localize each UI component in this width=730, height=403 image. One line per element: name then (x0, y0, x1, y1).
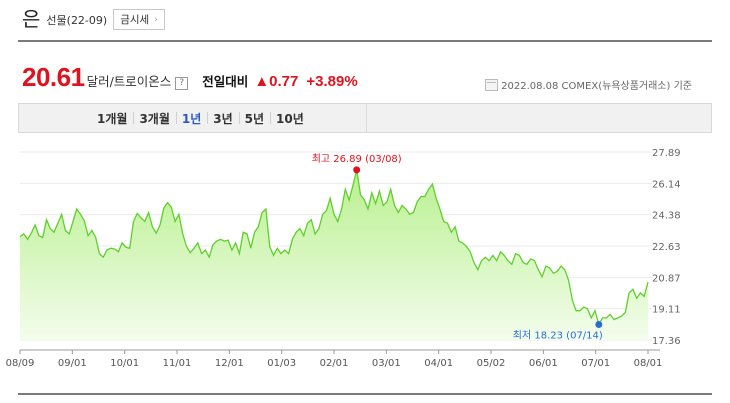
x-tick-label: 11/01 (163, 358, 192, 369)
chart-markers: 최고 26.89 (03/08) 최저 18.23 (07/14) (312, 153, 603, 342)
y-axis: 27.89 26.14 24.38 22.63 20.87 19.11 17.36 (652, 148, 681, 347)
price-line (19, 169, 649, 327)
y-tick-label: 20.87 (652, 273, 681, 284)
period-tabs: 1개월 3개월 1년 3년 5년 10년 (18, 103, 712, 133)
help-icon[interactable]: ? (175, 77, 189, 90)
bottom-divider (18, 393, 712, 395)
tab-1-month[interactable]: 1개월 (97, 111, 128, 126)
page-title: 은 (22, 7, 41, 31)
date-info: 2022.08.08 COMEX(뉴욕상품거래소) 기준 (485, 77, 692, 92)
x-axis: 08/09 09/01 10/01 11/01 12/01 01/03 02/01 03/01… (6, 349, 663, 369)
y-tick-label: 27.89 (652, 148, 681, 159)
price-change-percent: +3.89% (306, 73, 358, 90)
tab-10-years[interactable]: 10년 (270, 110, 310, 127)
x-tick-label: 05/02 (477, 358, 506, 369)
x-tick-label: 07/01 (581, 358, 610, 369)
price-area (20, 169, 648, 340)
high-label: 최고 26.89 (03/08) (312, 153, 402, 165)
y-tick-label: 17.36 (652, 336, 681, 347)
x-tick-label: 08/01 (634, 358, 663, 369)
tab-3-months[interactable]: 3개월 (133, 110, 175, 127)
tabs-divider (366, 104, 367, 132)
y-tick-label: 19.11 (652, 305, 681, 316)
futures-label: 선물(22-09) (46, 14, 108, 27)
date-info-text: 2022.08.08 COMEX(뉴욕상품거래소) 기준 (501, 81, 692, 92)
price-chart: 27.89 26.14 24.38 22.63 20.87 19.11 17.36 08/0… (6, 148, 681, 369)
x-tick-label: 08/09 (6, 358, 35, 369)
x-tick-label: 01/03 (267, 358, 296, 369)
gold-price-button-label: 금시세 (120, 14, 150, 26)
period-tabs-list: 1개월 3개월 1년 3년 5년 10년 (91, 104, 310, 132)
x-tick-label: 06/01 (529, 358, 558, 369)
title-row: 은 선물(22-09) 금시세 › (22, 8, 165, 30)
tab-5-years[interactable]: 5년 (238, 110, 270, 127)
high-marker (353, 166, 361, 174)
x-tick-label: 02/01 (320, 358, 349, 369)
price-change: ▲0.77 (254, 73, 299, 90)
compare-label: 전일대비 (202, 74, 249, 89)
calendar-icon (485, 78, 499, 91)
chevron-right-icon: › (154, 14, 158, 25)
x-tick-label: 12/01 (215, 358, 244, 369)
price-row: 20.61 달러/트로이온스 ? 전일대비 ▲0.77 +3.89% (22, 62, 358, 93)
gold-price-button[interactable]: 금시세 › (113, 9, 165, 30)
tab-1-year[interactable]: 1년 (175, 110, 207, 127)
tab-3-years[interactable]: 3년 (207, 110, 238, 127)
x-tick-label: 10/01 (110, 358, 139, 369)
x-tick-label: 03/01 (372, 358, 401, 369)
x-tick-label: 04/01 (424, 358, 453, 369)
y-tick-label: 24.38 (652, 211, 681, 222)
top-divider (18, 40, 712, 42)
x-tick-label: 09/01 (58, 358, 87, 369)
current-price: 20.61 (22, 62, 85, 92)
y-tick-label: 22.63 (652, 242, 681, 253)
y-tick-label: 26.14 (652, 179, 681, 190)
low-label: 최저 18.23 (07/14) (513, 329, 603, 341)
price-unit: 달러/트로이온스 (86, 74, 172, 89)
low-marker (595, 320, 603, 328)
